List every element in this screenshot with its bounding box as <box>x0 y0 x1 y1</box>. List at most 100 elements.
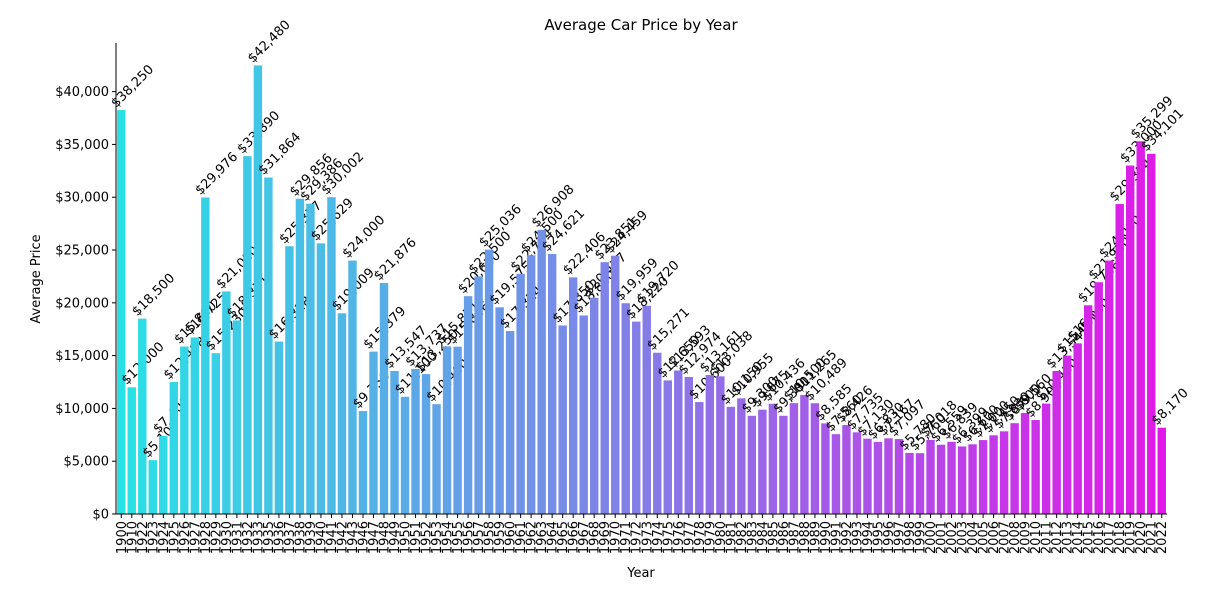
x-tick-label: 1984 <box>756 521 771 554</box>
bar <box>526 255 536 514</box>
x-tick-label: 1924 <box>157 521 172 554</box>
bar <box>737 398 746 514</box>
x-tick-label: 1959 <box>493 521 508 554</box>
bar <box>1031 420 1040 514</box>
bar <box>894 439 904 514</box>
bar <box>337 313 347 514</box>
x-tick-label: 2020 <box>1134 521 1149 554</box>
x-tick-label: 1926 <box>178 521 193 554</box>
bar <box>726 406 736 514</box>
x-tick-label: 1995 <box>871 521 886 554</box>
x-tick-label: 2022 <box>1155 521 1170 554</box>
x-tick-label: 1951 <box>409 521 424 554</box>
x-tick-label: 2016 <box>1092 521 1107 554</box>
bar <box>1020 413 1030 514</box>
x-tick-label: 2021 <box>1145 521 1160 554</box>
x-tick-label: 2003 <box>956 521 971 554</box>
bar <box>274 341 284 514</box>
x-tick-label: 1983 <box>745 521 760 554</box>
x-tick-label: 1923 <box>146 521 161 554</box>
bar <box>474 276 483 514</box>
x-tick-label: 1953 <box>430 521 445 554</box>
bar <box>789 403 799 514</box>
x-tick-label: 1972 <box>630 521 645 554</box>
bar <box>558 325 567 514</box>
bar <box>568 277 578 514</box>
bar <box>400 396 410 514</box>
x-tick-label: 2004 <box>966 521 981 554</box>
bar <box>232 320 242 514</box>
x-tick-label: 1942 <box>335 521 350 554</box>
bar <box>117 110 126 514</box>
bar <box>442 346 452 514</box>
bar <box>295 198 305 514</box>
y-tick-label: $40,000 <box>55 85 109 100</box>
x-tick-label: 1943 <box>346 521 361 554</box>
bar <box>863 438 872 514</box>
x-tick-label: 1979 <box>703 521 718 554</box>
bar <box>642 305 651 514</box>
bar <box>957 446 967 514</box>
bar <box>1104 260 1114 514</box>
bar <box>705 375 715 514</box>
x-tick-label: 1960 <box>504 521 519 554</box>
bar <box>253 65 263 514</box>
bar <box>621 303 630 514</box>
x-tick-label: 1956 <box>462 521 477 554</box>
x-tick-label: 1970 <box>609 521 624 554</box>
bar <box>421 374 431 514</box>
bar <box>1052 371 1061 514</box>
bar <box>905 452 914 514</box>
y-tick-label: $5,000 <box>64 455 110 470</box>
x-tick-label: 1989 <box>808 521 823 554</box>
bar <box>432 404 441 514</box>
x-tick-label: 1962 <box>525 521 540 554</box>
bar <box>1157 427 1166 514</box>
bar <box>674 370 683 514</box>
bar <box>1147 153 1156 514</box>
x-tick-label: 1969 <box>598 521 613 554</box>
x-tick-label: 1978 <box>693 521 708 554</box>
bar <box>348 260 357 514</box>
bar <box>716 376 725 514</box>
bar <box>180 346 189 514</box>
bar <box>390 370 399 514</box>
bar <box>463 296 473 514</box>
bar <box>148 460 157 514</box>
x-tick-label: 1940 <box>314 521 329 554</box>
x-tick-label: 1932 <box>241 521 256 554</box>
x-tick-label: 2009 <box>1019 521 1034 554</box>
x-tick-label: 2017 <box>1103 521 1118 554</box>
bar <box>127 387 136 514</box>
bar <box>978 440 988 514</box>
y-tick-label: $20,000 <box>55 296 109 311</box>
x-tick-label: 1955 <box>451 521 466 554</box>
x-tick-label: 2006 <box>987 521 1002 554</box>
x-tick-label: 2019 <box>1124 521 1139 554</box>
x-tick-label: 2001 <box>935 521 950 554</box>
x-tick-label: 1935 <box>262 521 277 554</box>
x-tick-label: 1963 <box>535 521 550 554</box>
x-tick-label: 1997 <box>892 521 907 554</box>
x-tick-label: 2008 <box>1008 521 1023 554</box>
x-tick-label: 1967 <box>577 521 592 554</box>
y-tick-label: $10,000 <box>55 402 109 417</box>
bar <box>747 415 757 514</box>
bar <box>264 177 273 515</box>
bar <box>1083 305 1093 514</box>
bar <box>516 273 525 514</box>
bar <box>936 444 946 514</box>
x-tick-label: 2010 <box>1029 521 1044 554</box>
x-tick-label: 2005 <box>977 521 992 554</box>
x-tick-label: 1991 <box>829 521 844 554</box>
bar <box>947 441 956 514</box>
bar <box>999 431 1009 514</box>
x-tick-label: 1985 <box>766 521 781 554</box>
x-axis-label: Year <box>626 566 655 581</box>
x-tick-label: 1993 <box>850 521 865 554</box>
x-tick-label: 1950 <box>399 521 414 554</box>
x-tick-label: 1971 <box>619 521 634 554</box>
bar <box>243 156 252 515</box>
x-tick-label: 1975 <box>661 521 676 554</box>
bar <box>915 453 925 514</box>
